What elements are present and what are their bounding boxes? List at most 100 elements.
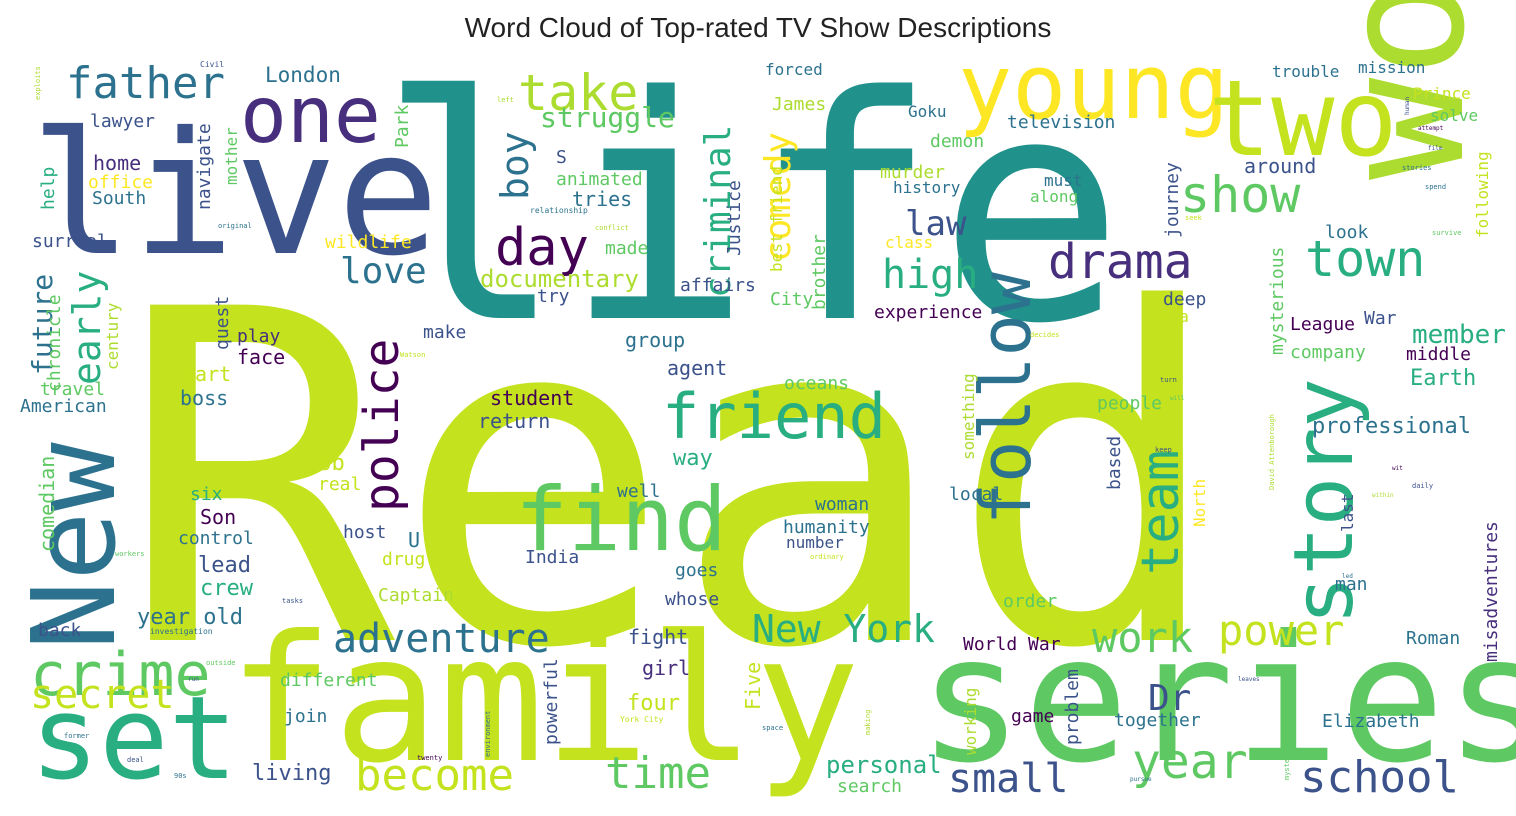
word-boy: boy [493, 131, 537, 200]
word-love: love [340, 251, 427, 292]
word-number: number [786, 533, 844, 552]
word-one: one [240, 71, 381, 161]
word-woman: woman [815, 494, 869, 515]
word-experience: experience [874, 302, 982, 323]
word-host: host [343, 522, 386, 543]
word-lead: lead [198, 553, 251, 578]
word-earth: Earth [1410, 366, 1476, 391]
word-spend: spend [1425, 183, 1446, 191]
word-roman: Roman [1406, 628, 1460, 649]
word-order: order [1003, 591, 1057, 612]
word-dr: Dr [1148, 678, 1191, 719]
word-left: left [497, 96, 514, 104]
word-within: within [1372, 492, 1394, 499]
word-brother: brother [809, 234, 830, 310]
word-together: together [1114, 710, 1201, 731]
word-well: well [617, 481, 660, 502]
word-office: office [88, 172, 153, 193]
word-crew: crew [200, 576, 254, 601]
word-murder: murder [880, 162, 945, 183]
word-mysterious: mysterious [1267, 247, 1288, 355]
word-student: student [490, 386, 574, 410]
word-two: two [1208, 58, 1398, 180]
word-former: former [64, 732, 89, 740]
word-misadventures: misadventures [1481, 521, 1502, 662]
word-something: something [959, 373, 978, 460]
word-based: based [1104, 436, 1125, 490]
word-turn: turn [1160, 376, 1177, 384]
word-live: live [30, 96, 439, 294]
word-navigate: navigate [194, 123, 215, 210]
word-tries: tries [572, 187, 632, 211]
word-comedy: comedy [758, 132, 799, 262]
word-goes: goes [675, 560, 718, 581]
word-environment: environment [484, 711, 492, 757]
word-game: game [1011, 706, 1054, 727]
word-team: team [1131, 450, 1191, 575]
word-s: S [556, 147, 567, 168]
word-solve: solve [1430, 106, 1478, 125]
word-powerful: powerful [541, 658, 562, 745]
word-find: find [515, 468, 727, 571]
word-high: high [882, 252, 978, 298]
word-exploits: exploits [34, 66, 42, 100]
word-local: local [949, 484, 1003, 505]
word-tasks: tasks [282, 597, 303, 605]
word-criminal: criminal [698, 125, 739, 298]
word-film: film [1428, 145, 1443, 152]
word-wildlife: wildlife [325, 232, 412, 253]
word-class: class [885, 233, 933, 252]
word-outside: outside [206, 659, 236, 667]
word-fight: fight [628, 625, 688, 649]
word-different: different [280, 670, 378, 691]
word-read: Read [118, 214, 1226, 749]
word-group: group [625, 328, 685, 352]
word-show: show [1180, 166, 1301, 224]
word-young: young [958, 35, 1229, 140]
word-man: man [1335, 574, 1368, 595]
word-school: school [1300, 752, 1459, 803]
word-struggle: struggle [540, 101, 675, 134]
word-become: become [355, 750, 514, 801]
word-demon: demon [930, 131, 984, 152]
word-conflict: conflict [595, 224, 629, 232]
word-york-city: York City [620, 715, 664, 724]
word-made: made [605, 238, 648, 259]
word-stories: stories [1402, 164, 1432, 172]
word-late: late [1040, 615, 1079, 634]
word-forced: forced [765, 60, 823, 79]
word-league: League [1290, 314, 1355, 335]
word-london: London [265, 63, 341, 87]
word-year: year [1132, 734, 1248, 790]
word-take: take [518, 64, 638, 122]
word-follow: follow [965, 271, 1047, 525]
word-will: will [1170, 395, 1185, 402]
word-human: human [1404, 97, 1411, 115]
word-century: century [103, 302, 122, 370]
word-story: story [1277, 378, 1372, 625]
word-five: Five [741, 662, 765, 710]
word-goku: Goku [908, 102, 947, 121]
word-following: following [1473, 151, 1492, 238]
word-trouble: trouble [1272, 62, 1339, 81]
word-era: era [1160, 307, 1189, 326]
word-return: return [478, 409, 550, 433]
word-surreal: surreal [32, 231, 108, 252]
word-along: along [1030, 187, 1078, 206]
word-deal: deal [127, 756, 144, 764]
word-history: history [893, 178, 961, 197]
word-war: War [1364, 308, 1397, 329]
word-quest: quest [212, 296, 233, 350]
word-around: around [1244, 154, 1316, 178]
word-look: look [1325, 222, 1369, 243]
word-time: time [605, 748, 711, 799]
word-world: world [1305, 0, 1503, 180]
word-original: original [218, 222, 252, 230]
word-police: police [354, 339, 410, 512]
word-captain: Captain [378, 585, 454, 606]
word-law: law [905, 204, 967, 244]
word-prince: Prince [1413, 84, 1471, 103]
word-whose: whose [665, 589, 719, 610]
word-living: living [252, 761, 331, 786]
word-american: American [20, 396, 107, 417]
